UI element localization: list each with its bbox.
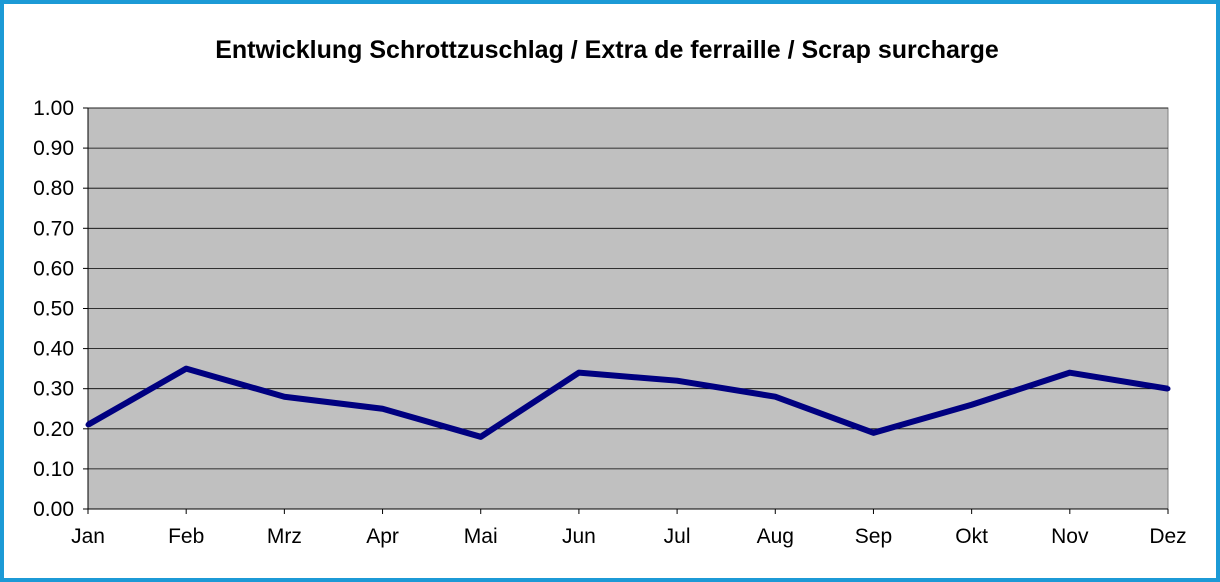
y-tick-label: 0.40	[33, 338, 74, 361]
x-tick-label: Mrz	[267, 525, 302, 548]
y-tick-label: 0.90	[33, 137, 74, 160]
data-point	[772, 394, 778, 400]
x-tick-label: Apr	[366, 525, 399, 548]
y-tick-label: 0.50	[33, 298, 74, 321]
data-point	[1067, 370, 1073, 376]
y-tick-label: 0.80	[33, 177, 74, 200]
chart-title: Entwicklung Schrottzuschlag / Extra de f…	[215, 36, 999, 64]
x-tick-label: Dez	[1149, 525, 1186, 548]
x-tick-label: Jun	[562, 525, 596, 548]
y-tick-label: 0.70	[33, 217, 74, 240]
y-tick-label: 1.00	[33, 97, 74, 120]
data-point	[281, 394, 287, 400]
y-tick-label: 0.20	[33, 418, 74, 441]
data-point	[478, 434, 484, 440]
data-point	[183, 366, 189, 372]
y-tick-label: 0.30	[33, 378, 74, 401]
y-tick-label: 0.10	[33, 458, 74, 481]
y-tick-label: 0.00	[33, 498, 74, 521]
data-point	[674, 378, 680, 384]
x-tick-label: Sep	[855, 525, 892, 548]
x-tick-label: Feb	[168, 525, 204, 548]
x-axis-ticks: Jan Feb Mrz Apr Mai Jun Jul Aug Sep Okt Nov Dez	[71, 509, 1187, 548]
data-point	[380, 406, 386, 412]
data-point	[576, 370, 582, 376]
data-point	[85, 422, 91, 428]
data-point	[1165, 386, 1171, 392]
series-layer	[85, 365, 1171, 440]
y-axis-ticks: 0.00 0.10 0.20 0.30 0.40 0.50 0.60 0.70 0.80 0.90…	[33, 97, 88, 521]
x-tick-label: Jan	[71, 525, 105, 548]
x-tick-label: Mai	[464, 525, 498, 548]
chart: Entwicklung Schrottzuschlag / Extra de f…	[33, 36, 1187, 548]
x-tick-label: Aug	[757, 525, 794, 548]
series-line	[86, 365, 1169, 440]
gridlines	[88, 107, 1168, 470]
x-tick-label: Jul	[664, 525, 691, 548]
x-tick-label: Okt	[955, 525, 988, 548]
data-point	[969, 402, 975, 408]
data-point	[870, 430, 876, 436]
x-tick-label: Nov	[1051, 525, 1089, 548]
y-tick-label: 0.60	[33, 257, 74, 280]
